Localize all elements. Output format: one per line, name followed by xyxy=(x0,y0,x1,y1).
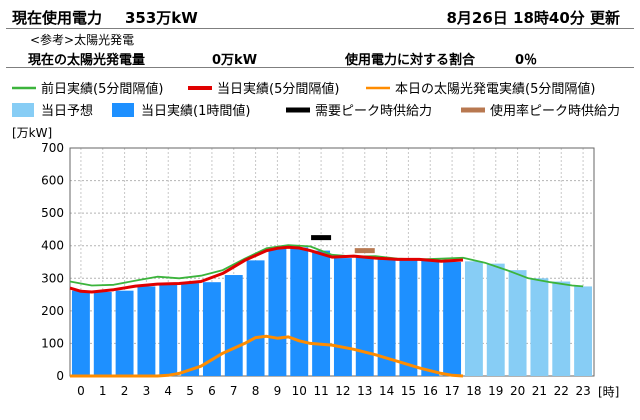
solar-output-label: 現在の太陽光発電量 xyxy=(28,53,146,68)
bar xyxy=(508,270,527,376)
bar xyxy=(355,257,374,376)
bar xyxy=(312,250,331,376)
legend-label: 当日予想 xyxy=(41,103,93,119)
x-tick-label: 2 xyxy=(121,384,129,398)
x-tick-label: 19 xyxy=(488,384,503,398)
solar-ratio-value: 0％ xyxy=(515,53,538,68)
bar xyxy=(202,282,221,376)
series-line xyxy=(69,245,464,294)
bar xyxy=(421,260,440,376)
y-tick-label: 300 xyxy=(41,271,64,285)
y-axis-unit-label: [万kW] xyxy=(12,126,52,140)
x-tick-label: 3 xyxy=(143,384,151,398)
bar xyxy=(377,258,396,376)
bar xyxy=(159,283,178,376)
x-tick-label: 9 xyxy=(274,384,282,398)
bar xyxy=(181,283,200,376)
bar xyxy=(443,262,462,376)
bar xyxy=(246,260,265,376)
legend-label: 当日実績(5分間隔値) xyxy=(217,81,339,97)
bar xyxy=(333,258,352,376)
y-tick-label: 0 xyxy=(56,369,64,383)
legend-label: 当日実績(1時間値) xyxy=(141,103,250,119)
bar xyxy=(574,286,593,376)
plot-frame xyxy=(69,147,595,377)
x-tick-label: 0 xyxy=(77,384,85,398)
bar xyxy=(290,247,309,376)
series-line xyxy=(69,244,584,288)
x-tick-label: 17 xyxy=(444,384,459,398)
bar xyxy=(137,286,156,376)
bar xyxy=(530,278,549,376)
x-tick-label: 12 xyxy=(335,384,350,398)
x-tick-label: 11 xyxy=(313,384,328,398)
legend-label: 前日実績(5分間隔値) xyxy=(41,81,163,97)
y-tick-label: 700 xyxy=(41,141,64,155)
x-tick-label: 14 xyxy=(379,384,394,398)
x-tick-label: 23 xyxy=(575,384,590,398)
bar xyxy=(552,281,571,376)
solar-ratio-label: 使用電力に対する割合 xyxy=(345,53,476,68)
bar xyxy=(464,261,483,376)
current-usage-label: 現在使用電力 xyxy=(12,9,103,27)
x-tick-label: 10 xyxy=(292,384,307,398)
bar xyxy=(93,291,112,376)
y-tick-label: 200 xyxy=(41,304,64,318)
reference-note: <参考>太陽光発電 xyxy=(30,33,135,47)
current-usage-value: 353万kW xyxy=(125,9,198,27)
legend-label: 本日の太陽光発電実績(5分間隔値) xyxy=(395,81,595,97)
legend-label: 使用率ピーク時供給力 xyxy=(490,103,620,119)
y-tick-label: 600 xyxy=(41,174,64,188)
bar xyxy=(115,290,134,376)
x-tick-label: 1 xyxy=(99,384,107,398)
x-tick-label: 13 xyxy=(357,384,372,398)
legend-box-swatch xyxy=(112,103,134,117)
status-header: 現在使用電力 353万kW 8月26日 18時40分 更新 <参考>太陽光発電 … xyxy=(0,0,640,68)
legend-label: 需要ピーク時供給力 xyxy=(315,104,432,119)
power-usage-chart: 前日実績(5分間隔値) 当日実績(5分間隔値) 本日の太陽光発電実績(5分間隔値) 当… xyxy=(12,81,620,399)
bar xyxy=(399,259,418,376)
header-divider xyxy=(6,28,634,29)
bar xyxy=(224,275,243,376)
bar xyxy=(268,248,287,376)
x-tick-label: 21 xyxy=(532,384,547,398)
header-divider xyxy=(6,67,634,68)
legend-box-swatch xyxy=(12,103,34,117)
x-tick-label: 6 xyxy=(208,384,216,398)
x-tick-label: 16 xyxy=(423,384,438,398)
x-tick-label: 7 xyxy=(230,384,238,398)
bar xyxy=(486,263,505,376)
x-tick-label: 22 xyxy=(554,384,569,398)
solar-output-value: 0万kW xyxy=(212,53,258,68)
x-axis-unit-label: [時] xyxy=(598,385,619,399)
bar xyxy=(71,290,90,376)
x-tick-label: 5 xyxy=(186,384,194,398)
y-tick-label: 400 xyxy=(41,239,64,253)
x-tick-label: 8 xyxy=(252,384,260,398)
y-tick-label: 500 xyxy=(41,206,64,220)
y-tick-label: 100 xyxy=(41,336,64,350)
updated-timestamp: 8月26日 18時40分 更新 xyxy=(446,9,620,27)
series-line xyxy=(70,334,464,378)
x-tick-label: 15 xyxy=(401,384,416,398)
x-tick-label: 20 xyxy=(510,384,525,398)
x-tick-label: 4 xyxy=(164,384,172,398)
x-tick-label: 18 xyxy=(466,384,481,398)
